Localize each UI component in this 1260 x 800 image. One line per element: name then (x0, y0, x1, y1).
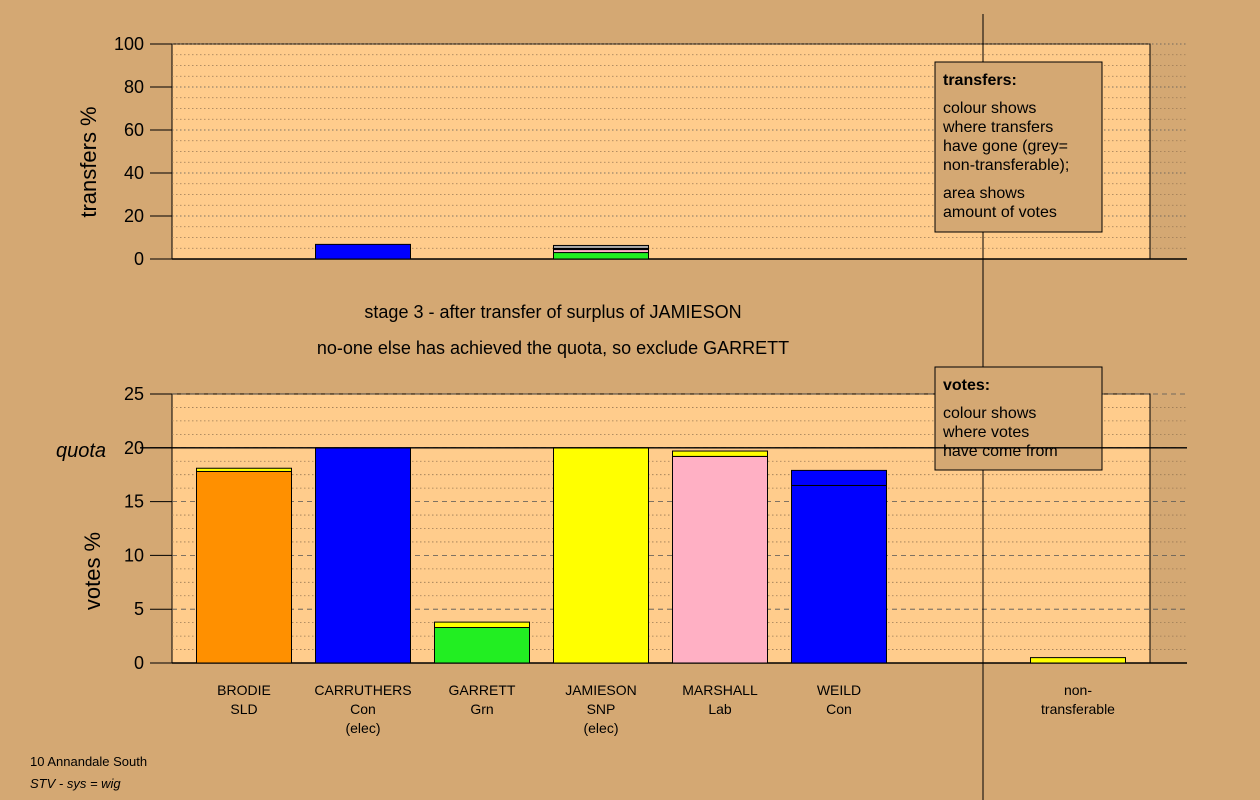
category-label: WEILD (817, 682, 861, 698)
category-label: Con (826, 701, 852, 717)
category-label: SLD (230, 701, 257, 717)
votes-legend-line: colour shows (943, 405, 1036, 422)
votes-bar-segment (791, 484, 887, 664)
transfers-tick-label: 0 (134, 249, 144, 269)
transfers-tick-label: 60 (124, 120, 144, 140)
votes-y-axis-label: votes % (80, 532, 105, 610)
transfers-bar-segment (553, 244, 649, 249)
votes-bar (672, 450, 768, 664)
category-label: transferable (1041, 701, 1115, 717)
transfers-bars (315, 243, 649, 260)
transfers-bar (315, 243, 411, 260)
votes-bar-segment (672, 450, 768, 457)
category-label: (elec) (583, 720, 618, 736)
transfers-bar-segment (315, 243, 411, 260)
category-label: Lab (708, 701, 732, 717)
votes-bar-segment (196, 467, 292, 472)
votes-bar (1030, 657, 1126, 664)
transfers-tick-label: 100 (114, 34, 144, 54)
votes-tick-label: 15 (124, 492, 144, 512)
votes-bar-segment (553, 447, 649, 664)
footer-system: STV - sys = wig (30, 776, 121, 791)
transfers-tick-label: 40 (124, 163, 144, 183)
transfers-tick-label: 20 (124, 206, 144, 226)
quota-label: quota (56, 440, 106, 462)
votes-tick-label: 25 (124, 384, 144, 404)
category-label: GARRETT (449, 682, 516, 698)
votes-tick-label: 20 (124, 438, 144, 458)
votes-bars (196, 447, 1126, 664)
votes-bar-segment (791, 469, 887, 486)
transfers-tick-label: 80 (124, 77, 144, 97)
category-label: SNP (587, 701, 616, 717)
votes-tick-label: 5 (134, 599, 144, 619)
transfers-bar (553, 244, 649, 260)
votes-legend-line: have come from (943, 443, 1058, 460)
votes-legend: votes: colour shows where votes have com… (934, 366, 1103, 471)
transfers-bar-segment (553, 252, 649, 260)
category-label: JAMIESON (565, 682, 637, 698)
category-label: MARSHALL (682, 682, 758, 698)
category-label: Grn (470, 701, 493, 717)
votes-bar (315, 447, 411, 664)
votes-legend-title: votes: (943, 377, 990, 394)
category-label: (elec) (345, 720, 380, 736)
category-labels: BRODIE SLD CARRUTHERS Con (elec) GARRETT Grn JA… (217, 682, 1115, 736)
votes-bar (434, 621, 530, 664)
transfers-y-axis: 0 20 40 60 80 100 (114, 34, 172, 269)
category-label: CARRUTHERS (314, 682, 411, 698)
transfers-legend-line: area shows (943, 185, 1025, 202)
transfers-legend-line: where transfers (942, 119, 1053, 136)
votes-bar-segment (672, 455, 768, 664)
transfers-legend: transfers: colour shows where transfers … (934, 61, 1103, 233)
category-label: BRODIE (217, 682, 271, 698)
votes-bar-segment (434, 621, 530, 628)
category-label: Con (350, 701, 376, 717)
transfers-y-axis-label: transfers % (76, 106, 101, 217)
votes-bar-segment (1030, 657, 1126, 664)
votes-bar-segment (315, 447, 411, 664)
transfers-legend-line: colour shows (943, 100, 1036, 117)
votes-bar-segment (434, 626, 530, 664)
transfers-legend-line: have gone (grey= (943, 138, 1068, 155)
votes-tick-label: 0 (134, 653, 144, 673)
votes-bar (553, 447, 649, 664)
votes-bar (791, 469, 887, 664)
footer-constituency: 10 Annandale South (30, 754, 147, 769)
votes-y-axis: 0 5 10 15 20 25 (124, 384, 172, 673)
stage-title: stage 3 - after transfer of surplus of J… (364, 302, 741, 322)
transfers-legend-line: non-transferable); (943, 157, 1069, 174)
votes-bar (196, 467, 292, 664)
stage-subtitle: no-one else has achieved the quota, so e… (317, 338, 789, 358)
category-label: non- (1064, 682, 1092, 698)
transfers-legend-title: transfers: (943, 72, 1017, 89)
votes-bar-segment (196, 470, 292, 664)
transfers-legend-line: amount of votes (943, 204, 1057, 221)
votes-tick-label: 10 (124, 545, 144, 565)
votes-legend-line: where votes (942, 424, 1029, 441)
